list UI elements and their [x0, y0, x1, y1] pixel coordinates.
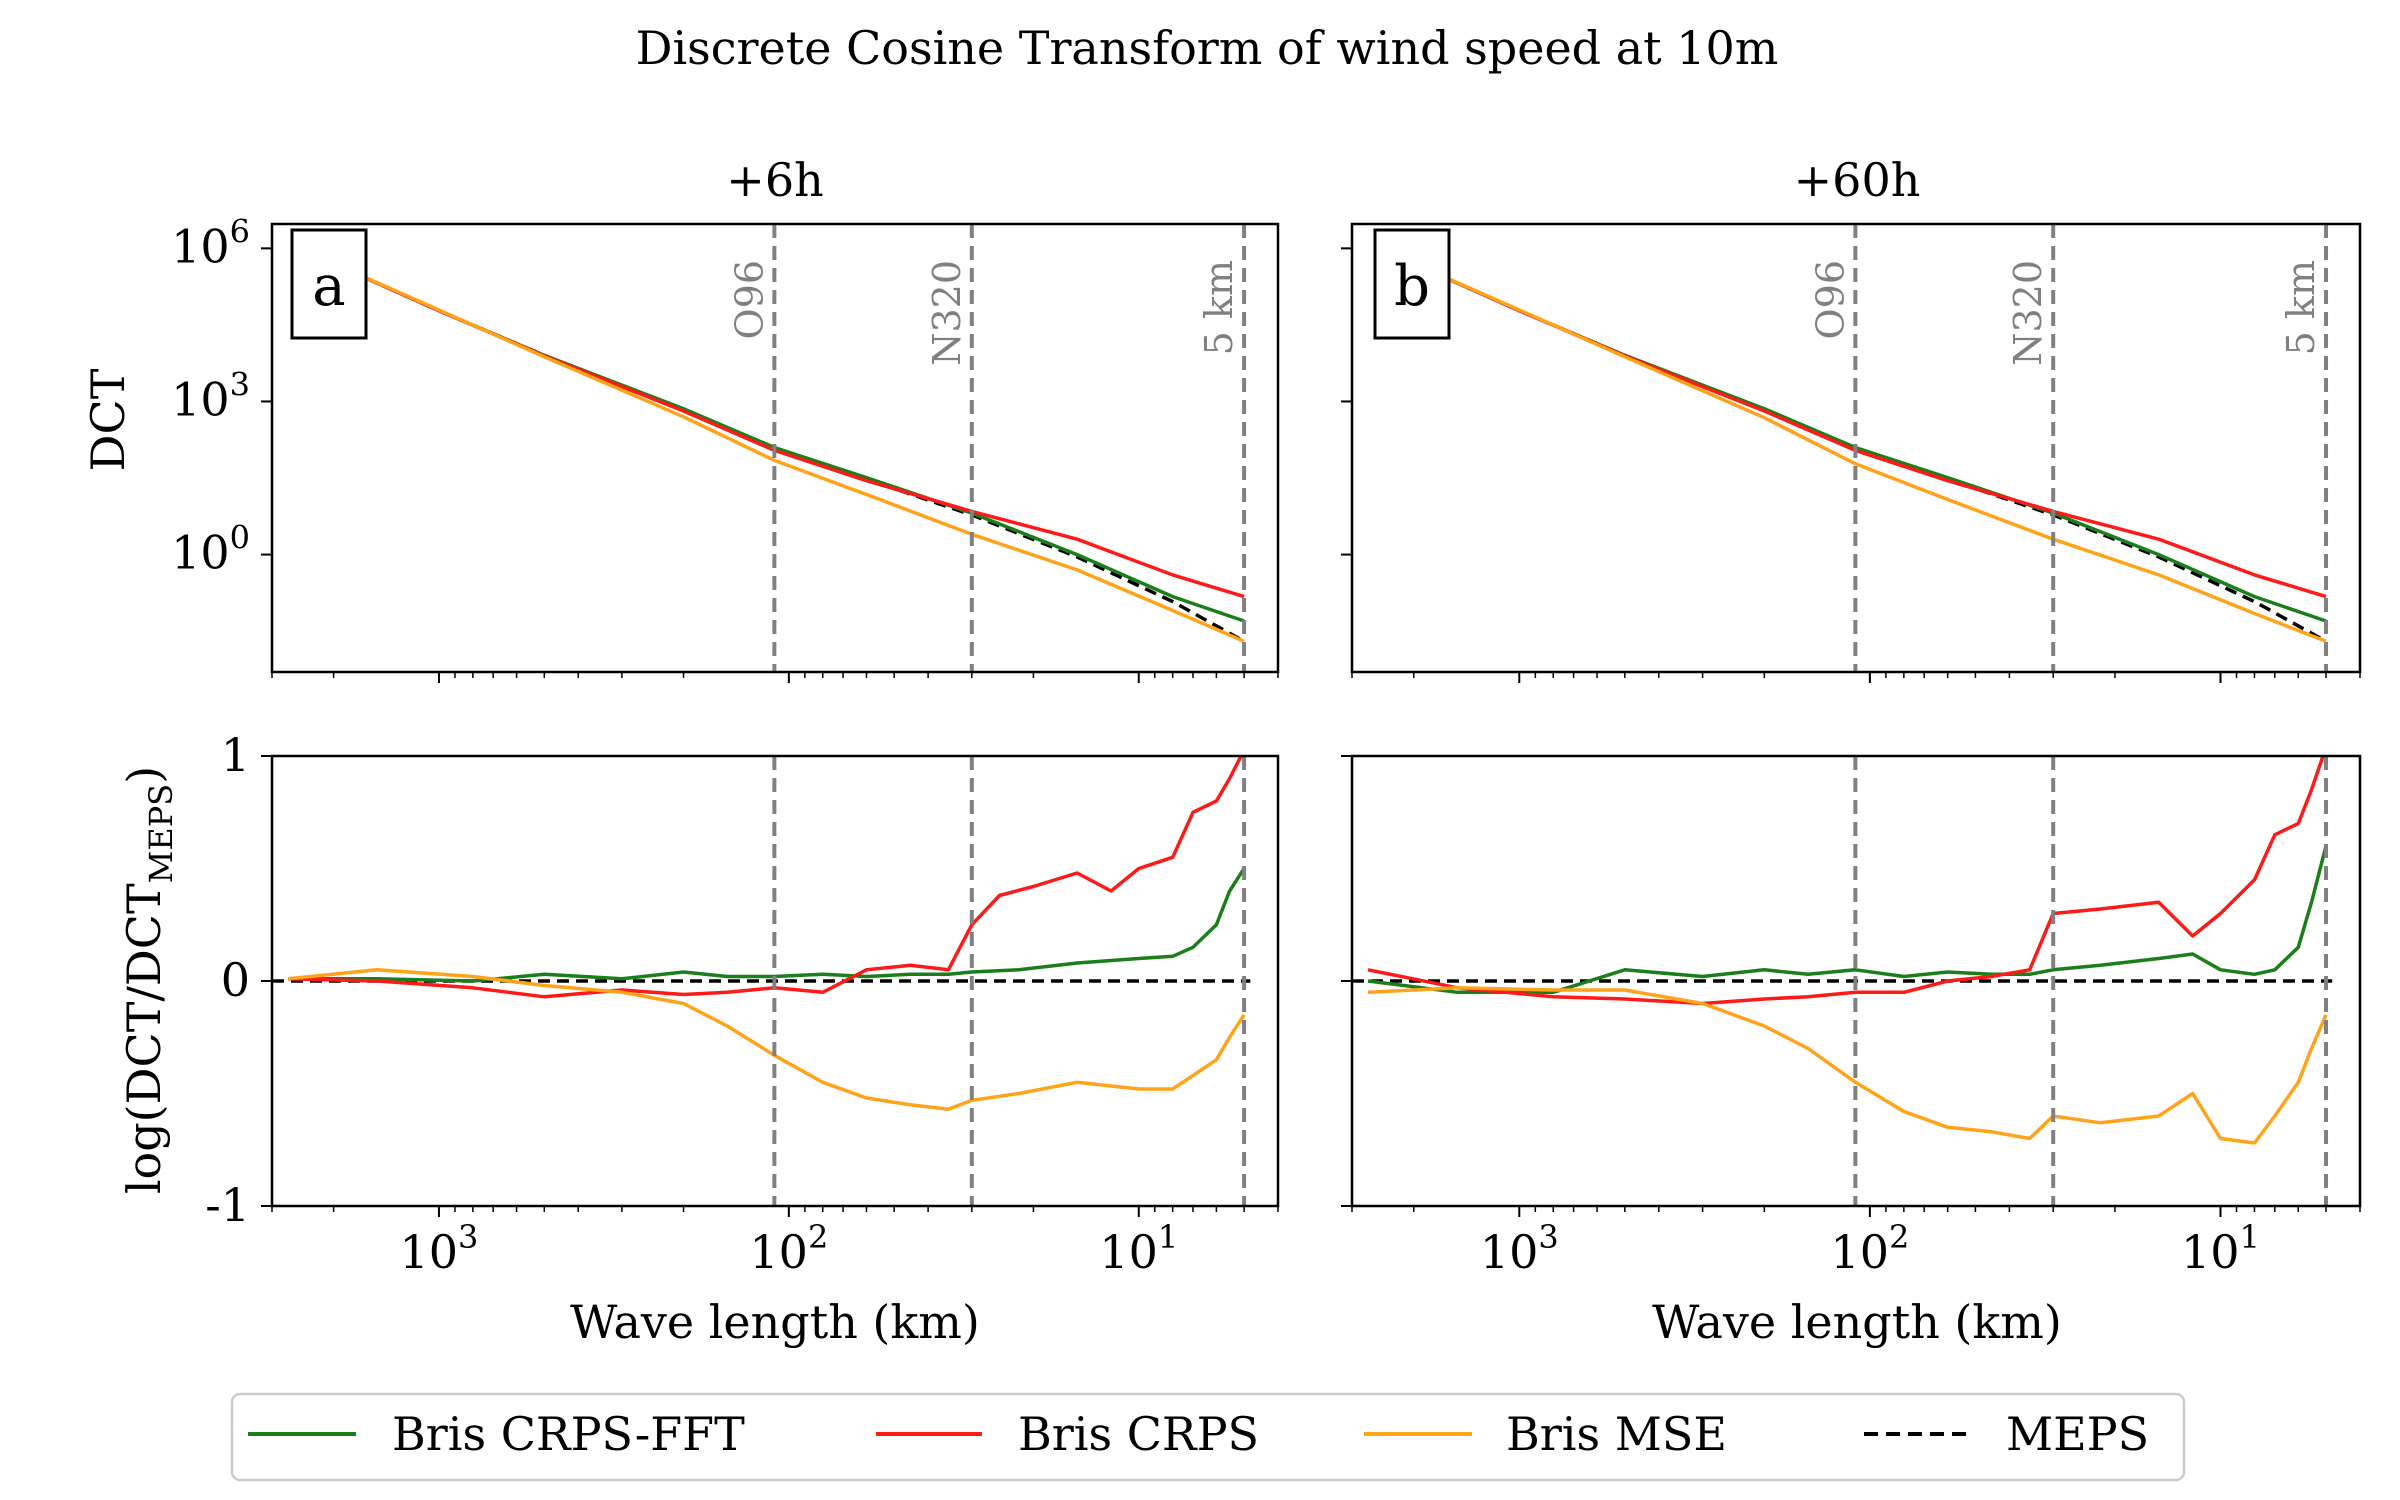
panel-c-line-bris-crps-fft [288, 867, 1246, 983]
panel-d-xtick-label: 103 [1480, 1218, 1559, 1279]
panel-a-ytick-label: 106 [171, 212, 250, 273]
panel-c: log(DCT/DCTMEPS) 103 102 101 1 0 -1 Wave leng… [117, 728, 1280, 1349]
panel-b-vline-label: N320 [2006, 260, 2050, 366]
legend-item-bris-mse: Bris MSE [1364, 1407, 1727, 1461]
legend-item-meps: MEPS [1864, 1407, 2149, 1461]
figure-title: Discrete Cosine Transform of wind speed … [636, 21, 1779, 75]
panel-d-plot: 103 102 101 [1341, 754, 2362, 1279]
panel-a-ytick-label: 103 [171, 365, 250, 426]
legend-label-meps: MEPS [2006, 1407, 2149, 1461]
panel-c-series [272, 756, 1251, 1112]
legend-label-bris-mse: Bris MSE [1506, 1407, 1727, 1461]
panel-d-xtick-label: 102 [1830, 1218, 1909, 1279]
panel-a-letter: a [312, 254, 345, 319]
panel-b-title: +60h [1794, 153, 1921, 207]
panel-d-xlabel: Wave length (km) [1652, 1295, 2062, 1349]
panel-c-line-bris-crps [287, 756, 1243, 999]
panel-a-vline-label: 5 km [1197, 260, 1241, 355]
legend-items: Bris CRPS-FFT Bris CRPS Bris MSE MEPS [248, 1407, 2149, 1461]
panel-b-line-bris-crps [1379, 246, 2327, 599]
panel-a-vline-label: O96 [727, 260, 771, 340]
legend: Bris CRPS-FFT Bris CRPS Bris MSE MEPS [230, 1392, 2186, 1482]
panel-d-line-bris-crps-fft [1367, 845, 2328, 995]
panel-b-letter-box [1373, 228, 1451, 340]
panel-a-line-bris-crps [298, 246, 1245, 599]
panel-c-ylabel-main: log(DCT/DCT [117, 883, 171, 1194]
panel-c-xtick-label: 103 [399, 1218, 478, 1279]
panel-b-line-bris-crps-fft [1379, 246, 2327, 623]
panel-a-title: +6h [726, 153, 823, 207]
panel-d-xtick-label: 101 [2181, 1218, 2260, 1279]
panel-c-xtick-label: 102 [749, 1218, 828, 1279]
panel-c-line-bris-mse [287, 968, 1246, 1112]
panel-c-xtick-label: 101 [1099, 1218, 1178, 1279]
panel-b-vline-label: 5 km [2279, 260, 2323, 355]
panel-c-xlabel: Wave length (km) [570, 1295, 980, 1349]
panel-a-frame [270, 222, 1280, 674]
panel-c-ylabel-sub: MEPS [142, 784, 180, 884]
panel-c-ylabel: log(DCT/DCTMEPS) [117, 766, 180, 1194]
panel-c-ytick-label: 0 [221, 953, 250, 1007]
panel-d-series [1352, 756, 2333, 1145]
panel-a-line-bris-mse [298, 246, 1245, 643]
panel-a-series [298, 246, 1245, 643]
panel-b-series [1379, 246, 2327, 643]
legend-label-bris-crps: Bris CRPS [1018, 1407, 1259, 1461]
panel-b-frame [1350, 222, 2362, 674]
panel-a-ytick-label: 100 [171, 519, 250, 580]
panel-a-plot: 106 103 100 O96 N320 5 km [171, 212, 1280, 683]
panel-a-vline-label: N320 [925, 260, 969, 366]
legend-label-bris-crps-fft: Bris CRPS-FFT [392, 1407, 745, 1461]
panel-d-line-bris-crps [1367, 756, 2325, 1006]
panel-c-ylabel-end: ) [117, 766, 171, 784]
panel-b-vline-label: O96 [1808, 260, 1852, 340]
legend-frame [230, 1392, 2186, 1482]
panel-b-plot: O96 N320 5 km [1341, 222, 2362, 683]
panel-c-plot: 103 102 101 1 0 -1 [205, 728, 1280, 1279]
panel-b: +60h O96 N320 5 km b [1341, 153, 2362, 683]
panel-d-frame [1350, 754, 2362, 1208]
panel-b-line-bris-mse [1379, 246, 2327, 643]
legend-item-bris-crps-fft: Bris CRPS-FFT [248, 1407, 745, 1461]
panel-c-ytick-label: -1 [205, 1178, 250, 1232]
panel-d-line-bris-mse [1367, 986, 2328, 1145]
legend-item-bris-crps: Bris CRPS [876, 1407, 1259, 1461]
panel-a-ylabel: DCT [81, 368, 135, 471]
panel-a-letter-box [290, 228, 368, 340]
panel-c-frame [270, 754, 1280, 1208]
panel-d: 103 102 101 Wave length (km) [1341, 754, 2362, 1349]
panel-b-letter: b [1394, 254, 1430, 319]
panel-a: +6h DCT 106 103 100 O96 N320 5 km a [81, 153, 1280, 683]
panel-c-ytick-label: 1 [221, 728, 250, 782]
panel-a-line-bris-crps-fft [298, 246, 1245, 623]
